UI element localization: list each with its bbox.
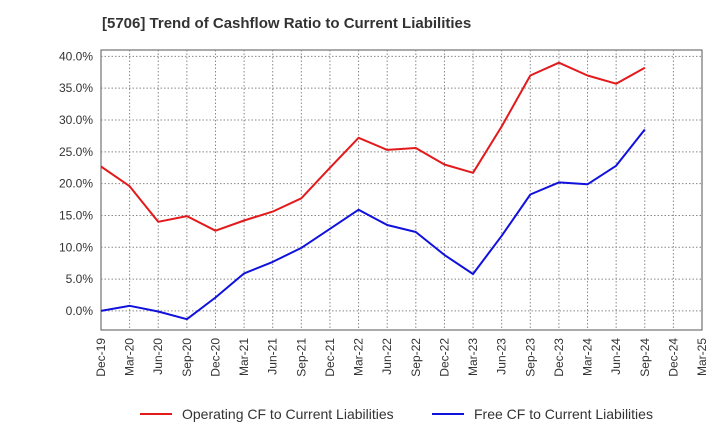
chart-title: [5706] Trend of Cashflow Ratio to Curren… <box>102 15 472 32</box>
x-tick-label: Sep-24 <box>638 338 652 377</box>
x-tick-label: Mar-22 <box>352 338 366 376</box>
x-tick-label: Sep-21 <box>294 338 308 377</box>
x-tick-label: Jun-23 <box>495 338 509 375</box>
x-tick-label: Sep-20 <box>180 338 194 377</box>
x-tick-label: Mar-20 <box>123 338 137 376</box>
legend-label: Operating CF to Current Liabilities <box>182 406 394 422</box>
x-tick-label: Sep-22 <box>409 338 423 377</box>
x-tick-label: Jun-21 <box>266 338 280 375</box>
x-tick-label: Dec-22 <box>437 338 451 377</box>
y-tick-label: 25.0% <box>59 145 93 159</box>
y-tick-label: 15.0% <box>59 208 93 222</box>
y-tick-label: 0.0% <box>66 304 94 318</box>
y-tick-label: 30.0% <box>59 113 93 127</box>
series-line-free-cf-to-current-liabilities <box>100 128 646 321</box>
x-tick-label: Sep-23 <box>523 338 537 377</box>
grid-layer <box>100 49 703 331</box>
x-tick-label: Dec-19 <box>94 338 108 377</box>
axis-layer: Dec-19 Mar-20 Jun-20 Sep-20 Dec-20 Mar-21 Jun-… <box>59 49 709 376</box>
y-tick-label: 20.0% <box>59 177 93 191</box>
x-tick-label: Jun-24 <box>609 338 623 375</box>
x-tick-label: Jun-20 <box>151 338 165 375</box>
y-tick-label: 10.0% <box>59 240 93 254</box>
series-layer <box>100 61 646 321</box>
x-tick-label: Mar-23 <box>466 338 480 376</box>
x-tick-label: Mar-24 <box>581 338 595 376</box>
plot-frame <box>100 49 703 331</box>
x-tick-label: Dec-20 <box>208 338 222 377</box>
legend-layer: Operating CF to Current Liabilities Free … <box>140 406 653 422</box>
x-tick-label: Dec-24 <box>666 338 680 377</box>
y-tick-label: 40.0% <box>59 49 93 63</box>
x-tick-label: Dec-21 <box>323 338 337 377</box>
x-tick-label: Mar-21 <box>237 338 251 376</box>
legend-label: Free CF to Current Liabilities <box>474 406 653 422</box>
series-line-operating-cf-to-current-liabilities <box>100 61 646 232</box>
y-tick-label: 35.0% <box>59 81 93 95</box>
x-tick-label: Jun-22 <box>380 338 394 375</box>
x-tick-label: Mar-25 <box>695 338 709 376</box>
y-tick-label: 5.0% <box>66 272 94 286</box>
x-tick-label: Dec-23 <box>552 338 566 377</box>
